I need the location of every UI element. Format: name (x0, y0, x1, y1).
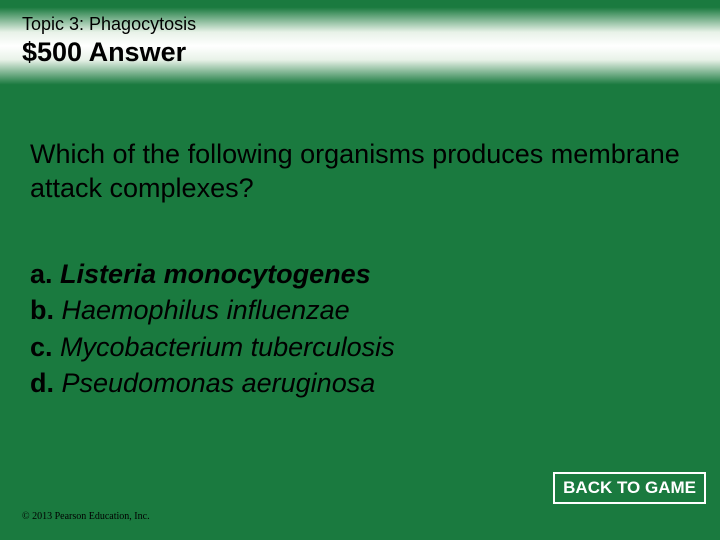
copyright-text: © 2013 Pearson Education, Inc. (22, 511, 150, 522)
answers-block: a. Listeria monocytogenes b. Haemophilus… (30, 256, 680, 402)
answer-option-d: d. Pseudomonas aeruginosa (30, 365, 680, 401)
header-band: Topic 3: Phagocytosis $500 Answer (0, 0, 720, 92)
answer-letter: c. (30, 332, 53, 362)
topic-label: Topic 3: Phagocytosis (22, 14, 698, 35)
answer-text: Listeria monocytogenes (60, 259, 371, 289)
answer-letter: a. (30, 259, 53, 289)
answer-option-a: a. Listeria monocytogenes (30, 256, 680, 292)
question-text: Which of the following organisms produce… (30, 138, 680, 206)
value-label: $500 Answer (22, 37, 698, 68)
answer-letter: d. (30, 368, 54, 398)
answer-option-c: c. Mycobacterium tuberculosis (30, 329, 680, 365)
answer-text: Mycobacterium tuberculosis (60, 332, 395, 362)
back-to-game-button[interactable]: BACK TO GAME (553, 472, 706, 504)
answer-letter: b. (30, 295, 54, 325)
answer-text: Haemophilus influenzae (62, 295, 350, 325)
answer-text: Pseudomonas aeruginosa (62, 368, 376, 398)
answer-option-b: b. Haemophilus influenzae (30, 292, 680, 328)
slide: Topic 3: Phagocytosis $500 Answer Which … (0, 0, 720, 540)
